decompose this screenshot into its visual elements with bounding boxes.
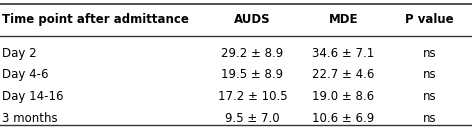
Text: 34.6 ± 7.1: 34.6 ± 7.1	[312, 47, 374, 60]
Text: ns: ns	[423, 112, 436, 125]
Text: AUDS: AUDS	[234, 13, 271, 26]
Text: 29.2 ± 8.9: 29.2 ± 8.9	[221, 47, 284, 60]
Text: Time point after admittance: Time point after admittance	[2, 13, 189, 26]
Text: P value: P value	[405, 13, 454, 26]
Text: 10.6 ± 6.9: 10.6 ± 6.9	[312, 112, 374, 125]
Text: MDE: MDE	[329, 13, 358, 26]
Text: 19.0 ± 8.6: 19.0 ± 8.6	[312, 90, 374, 103]
Text: ns: ns	[423, 68, 436, 81]
Text: 3 months: 3 months	[2, 112, 58, 125]
Text: 22.7 ± 4.6: 22.7 ± 4.6	[312, 68, 375, 81]
Text: Day 14-16: Day 14-16	[2, 90, 64, 103]
Text: ns: ns	[423, 47, 436, 60]
Text: 9.5 ± 7.0: 9.5 ± 7.0	[225, 112, 280, 125]
Text: Day 4-6: Day 4-6	[2, 68, 49, 81]
Text: 19.5 ± 8.9: 19.5 ± 8.9	[221, 68, 284, 81]
Text: 17.2 ± 10.5: 17.2 ± 10.5	[218, 90, 287, 103]
Text: ns: ns	[423, 90, 436, 103]
Text: Day 2: Day 2	[2, 47, 37, 60]
